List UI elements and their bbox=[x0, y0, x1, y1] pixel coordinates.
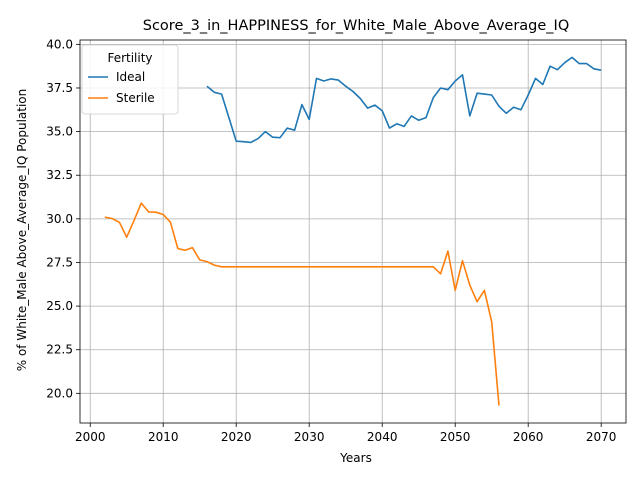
y-tick-label: 35.0 bbox=[46, 125, 73, 139]
x-axis-ticks: 2000 2010 2020 2030 2040 2050 2060 2070 bbox=[75, 423, 617, 444]
x-tick-label: 2000 bbox=[75, 430, 106, 444]
x-tick-label: 2060 bbox=[513, 430, 544, 444]
legend: Fertility Ideal Sterile bbox=[81, 44, 179, 115]
y-tick-label: 40.0 bbox=[46, 37, 73, 51]
series-line-sterile bbox=[104, 202, 500, 406]
chart-title: Score_3_in_HAPPINESS_for_White_Male_Abov… bbox=[143, 18, 569, 34]
x-tick-label: 2020 bbox=[221, 430, 252, 444]
y-axis-label: % of White_Male Above_Average_IQ Populat… bbox=[15, 89, 29, 372]
y-axis-ticks: 20.0 22.5 25.0 27.5 30.0 32.5 35.0 37.5 40.0 bbox=[46, 37, 80, 400]
y-tick-label: 20.0 bbox=[46, 386, 73, 400]
gridlines bbox=[80, 40, 626, 423]
series-layer bbox=[104, 56, 602, 406]
y-tick-label: 27.5 bbox=[46, 255, 73, 269]
y-tick-label: 32.5 bbox=[46, 168, 73, 182]
plot-area-frame bbox=[79, 39, 627, 424]
x-tick-label: 2040 bbox=[367, 430, 398, 444]
y-tick-label: 37.5 bbox=[46, 81, 73, 95]
x-tick-label: 2010 bbox=[148, 430, 179, 444]
legend-title: Fertility bbox=[107, 51, 152, 65]
y-tick-label: 25.0 bbox=[46, 299, 73, 313]
series-line-ideal bbox=[206, 56, 602, 144]
x-tick-label: 2070 bbox=[586, 430, 617, 444]
y-tick-label: 30.0 bbox=[46, 212, 73, 226]
y-tick-label: 22.5 bbox=[46, 343, 73, 357]
legend-label-sterile: Sterile bbox=[116, 91, 155, 105]
x-tick-label: 2050 bbox=[440, 430, 471, 444]
legend-box bbox=[81, 44, 179, 115]
legend-label-ideal: Ideal bbox=[116, 70, 145, 84]
x-axis-label: Years bbox=[339, 451, 372, 465]
x-tick-label: 2030 bbox=[294, 430, 325, 444]
